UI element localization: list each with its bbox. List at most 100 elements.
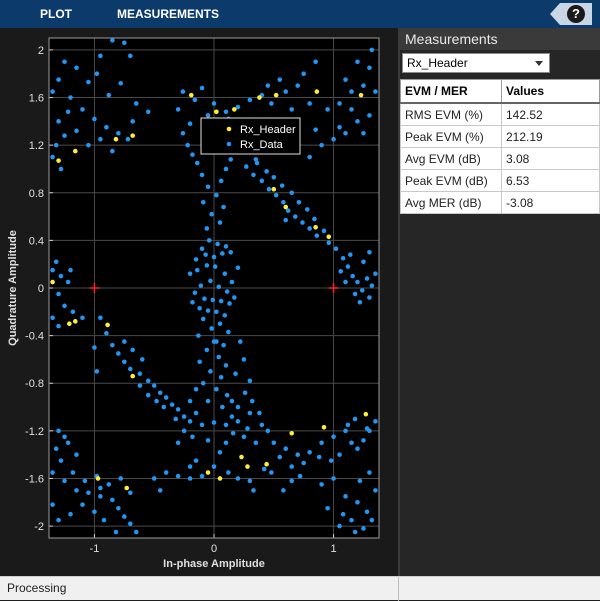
data-point-rx-data (187, 419, 193, 424)
data-point-rx-data (223, 422, 229, 428)
data-point-rx-data (215, 241, 220, 247)
chevron-down-icon (535, 61, 543, 66)
data-point-rx-data (283, 446, 289, 452)
data-point-rx-data (235, 104, 241, 110)
data-point-rx-data (65, 440, 71, 446)
table-header-row: EVM / MER Values (400, 79, 600, 104)
data-point-rx-data (243, 164, 249, 169)
data-point-rx-data (220, 404, 225, 410)
data-point-rx-data (180, 130, 186, 136)
y-tick-label: -1.6 (25, 473, 44, 485)
data-point-rx-data (312, 216, 317, 222)
measurements-panel: Measurements Rx_Header EVM / MER Values … (400, 28, 600, 576)
data-point-rx-data (98, 494, 103, 499)
data-point-rx-data (211, 101, 217, 106)
data-point-rx-data (98, 53, 103, 59)
data-point-rx-data (333, 246, 339, 252)
help-question-icon: ? (567, 5, 585, 23)
data-point-rx-data (269, 101, 274, 106)
data-point-rx-data (235, 404, 241, 410)
data-point-rx-data (349, 89, 354, 94)
data-point-rx-data (289, 464, 295, 469)
data-point-rx-data (139, 357, 145, 362)
data-point-rx-data (98, 485, 103, 491)
data-point-rx-data (343, 279, 348, 285)
data-point-rx-data (70, 470, 76, 475)
data-point-rx-data (301, 71, 306, 77)
data-point-rx-data (194, 160, 200, 166)
data-point-rx-data (94, 71, 100, 77)
data-point-rx-data (217, 321, 223, 327)
data-point-rx-data (110, 342, 115, 348)
panel-divider[interactable] (398, 28, 400, 576)
tab-plot[interactable]: PLOT (40, 7, 72, 21)
data-point-rx-data (62, 478, 67, 484)
data-point-rx-data (86, 79, 91, 85)
data-point-rx-data (226, 470, 231, 475)
evm-table: EVM / MER Values RMS EVM (%) 142.52 Peak… (400, 79, 600, 214)
data-point-rx-data (289, 478, 295, 484)
data-point-rx-data (355, 279, 360, 285)
table-row: RMS EVM (%) 142.52 (400, 102, 600, 126)
data-point-rx-data (202, 296, 207, 302)
constellation-plot[interactable]: -1 0 1 -2 -1.6 -1.2 -0.8 -0.4 0 0.4 0.8 1.2 1.6 2 In-p… (0, 28, 398, 576)
data-point-rx-header (73, 319, 78, 324)
data-point-rx-data (190, 152, 195, 157)
data-point-rx-data (180, 89, 186, 94)
data-point-rx-data (345, 422, 351, 428)
tab-measurements[interactable]: MEASUREMENTS (117, 7, 220, 21)
data-point-rx-data (293, 214, 298, 219)
help-button[interactable]: ? (550, 3, 592, 25)
data-point-rx-header (239, 454, 244, 460)
y-tick-label: 1.2 (29, 140, 44, 152)
data-point-rx-data (116, 130, 121, 136)
data-point-rx-data (227, 301, 232, 306)
data-point-rx-data (151, 476, 157, 481)
source-dropdown[interactable]: Rx_Header (402, 53, 550, 73)
data-point-rx-data (223, 363, 229, 368)
data-point-rx-data (74, 452, 79, 457)
data-point-rx-data (122, 359, 127, 365)
data-point-rx-data (296, 199, 302, 205)
column-header-values[interactable]: Values (501, 79, 600, 104)
data-point-rx-data (211, 420, 217, 425)
data-point-rx-data (355, 119, 360, 124)
data-point-rx-data (361, 438, 366, 443)
data-point-rx-data (56, 323, 61, 329)
y-tick-label: -0.4 (25, 331, 44, 343)
data-point-rx-data (145, 392, 151, 398)
column-header-metric[interactable]: EVM / MER (400, 79, 502, 104)
data-point-rx-header (56, 158, 61, 163)
data-point-rx-data (80, 502, 85, 507)
data-point-rx-data (313, 127, 318, 132)
data-point-rx-data (200, 380, 206, 386)
data-point-rx-data (169, 402, 175, 407)
constellation-plot-panel: -1 0 1 -2 -1.6 -1.2 -0.8 -0.4 0 0.4 0.8 1.2 1.6 2 In-p… (0, 28, 398, 576)
data-point-rx-data (122, 40, 127, 46)
data-point-rx-data (193, 257, 199, 262)
data-point-rx-header (358, 92, 364, 98)
data-point-rx-data (62, 133, 67, 138)
data-point-rx-data (319, 482, 324, 487)
data-point-rx-data (367, 249, 372, 255)
data-point-rx-data (86, 490, 91, 496)
data-point-rx-data (271, 174, 277, 180)
data-point-rx-data (328, 458, 334, 463)
data-point-rx-header (271, 186, 277, 192)
metric-cell: RMS EVM (%) (400, 102, 502, 126)
data-point-rx-header (321, 424, 327, 430)
data-point-rx-data (50, 470, 55, 475)
data-point-rx-data (319, 440, 324, 446)
data-point-rx-data (307, 449, 312, 455)
data-point-rx-data (187, 464, 193, 469)
data-point-rx-data (199, 172, 205, 178)
data-point-rx-data (98, 315, 103, 321)
data-point-rx-data (223, 440, 229, 446)
data-point-rx-header (314, 89, 320, 94)
data-point-rx-data (199, 85, 205, 91)
data-point-rx-data (56, 428, 61, 434)
data-point-rx-header (130, 373, 135, 379)
data-point-rx-data (163, 395, 169, 400)
data-point-rx-data (133, 101, 139, 106)
x-tick-label: 0 (211, 543, 217, 555)
